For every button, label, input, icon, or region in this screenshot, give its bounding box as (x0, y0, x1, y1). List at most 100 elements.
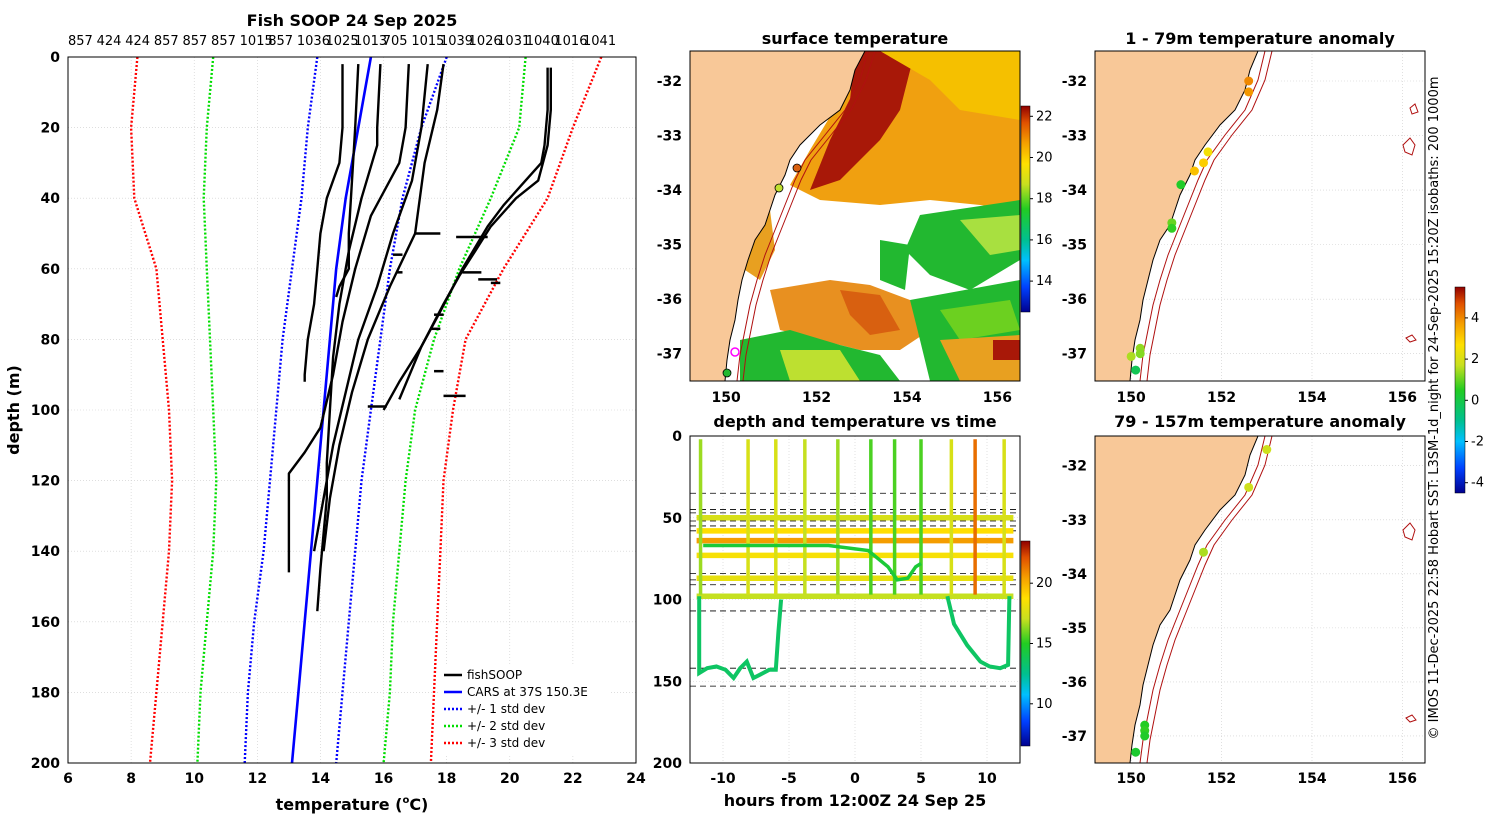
y-tick-label: -35 (1062, 621, 1087, 637)
sst-colorbar-ticks: 14 16 18 20 22 (1030, 109, 1053, 289)
x-tick-label: 16 (374, 771, 393, 787)
cb-tick-label: 16 (1036, 233, 1053, 248)
series-fish5 (312, 63, 429, 552)
top-label: 857 (68, 34, 93, 49)
x-tick-label: 152 (802, 390, 831, 406)
y-tick-label: -37 (1062, 347, 1087, 363)
profiles-y-ticks: 0 20 40 60 80 100 120 140 160 180 200 (31, 50, 60, 772)
cb-tick-label: -2 (1471, 435, 1484, 450)
top-label: 1031 (497, 34, 530, 49)
x-tick-label: 152 (1207, 390, 1236, 406)
anom-top-isobath-1000 (1146, 51, 1273, 381)
x-tick-label: 12 (248, 771, 267, 787)
y-tick-label: -34 (657, 183, 683, 199)
profiles-series (129, 57, 603, 763)
anomaly-point (1126, 351, 1136, 361)
series-fish2 (335, 64, 360, 298)
x-tick-label: 8 (126, 771, 136, 787)
x-tick-label: 156 (1388, 771, 1417, 787)
x-tick-label: 6 (63, 771, 73, 787)
anom-bottom-island (1402, 522, 1416, 541)
credit-text: © IMOS 11-Dec-2025 22:58 Hobart SST: L3S… (1427, 76, 1442, 739)
anomaly-point (1198, 158, 1208, 168)
anomaly-point (1244, 76, 1254, 86)
profiles-title: Fish SOOP 24 Sep 2025 (247, 11, 458, 30)
anom-top-axes-box (1094, 50, 1426, 382)
y-tick-label: -32 (657, 74, 682, 90)
cb-tick-label: 4 (1471, 311, 1479, 326)
anom-bottom-ticks: 150 152 154 156 -32 -33 -34 -35 -36 -37 (1062, 459, 1417, 787)
top-label: 1040 (526, 34, 559, 49)
anom-top-title: 1 - 79m temperature anomaly (1125, 29, 1395, 48)
top-label: 857 (182, 34, 207, 49)
y-tick-label: 20 (41, 121, 61, 137)
y-tick-label: 40 (41, 191, 61, 207)
x-tick-label: 150 (712, 390, 741, 406)
anom-bottom-land (1095, 436, 1259, 763)
cb-tick-label: 18 (1036, 192, 1053, 207)
y-tick-label: 120 (31, 474, 60, 490)
anom-bottom-title: 79 - 157m temperature anomaly (1114, 412, 1406, 431)
y-tick-label: 200 (653, 756, 682, 772)
y-tick-label: -37 (657, 347, 682, 363)
x-tick-label: 156 (1388, 390, 1417, 406)
anomaly-point (1203, 147, 1213, 157)
sst-colorbar (1020, 105, 1031, 313)
anom-top-map (1095, 51, 1425, 381)
x-tick-label: 154 (1297, 771, 1326, 787)
sst-isobath-1000 (742, 51, 876, 381)
anom-top-isobath-200 (1139, 51, 1266, 381)
y-tick-label: 60 (41, 262, 61, 278)
anomaly-point (1167, 223, 1177, 233)
x-tick-label: 154 (892, 390, 921, 406)
anom-bottom-isobath-1000 (1146, 436, 1273, 763)
series-fish7 (382, 67, 549, 411)
cb-tick-label: 22 (1036, 109, 1053, 124)
sst-marker (774, 183, 784, 193)
anom-top-island (1405, 334, 1417, 343)
anomaly-point (1176, 180, 1186, 190)
profiles-xlabel: temperature (oC) (276, 795, 429, 814)
top-label: 1013 (354, 34, 387, 49)
ts-title: depth and temperature vs time (713, 412, 996, 431)
sst-isobath-200 (736, 51, 869, 381)
cb-tick-label: 10 (1036, 697, 1053, 712)
x-tick-label: -5 (781, 771, 797, 787)
top-label: 1016 (554, 34, 587, 49)
legend-std2: +/- 2 std dev (467, 719, 545, 733)
top-label: 857 (268, 34, 293, 49)
cb-tick-label: -4 (1471, 476, 1484, 491)
anomaly-point (1135, 349, 1145, 359)
y-tick-label: 80 (41, 332, 61, 348)
sst-axes-box (689, 50, 1021, 382)
top-label: 1025 (326, 34, 359, 49)
anom-top-island (1409, 103, 1419, 115)
series-std2_left (196, 57, 218, 763)
ts-colorbar (1020, 540, 1031, 747)
anom-bottom-island (1405, 714, 1417, 723)
anomaly-point (1189, 166, 1199, 176)
anomaly-point (1244, 482, 1254, 492)
series-fish6 (322, 63, 445, 552)
x-tick-label: 150 (1117, 390, 1146, 406)
y-tick-label: -34 (1062, 183, 1088, 199)
sst-marker (730, 347, 740, 357)
y-tick-label: -33 (1062, 129, 1087, 145)
y-tick-label: -36 (1062, 292, 1087, 308)
series-std1_left (243, 57, 319, 763)
y-tick-label: 100 (653, 593, 682, 609)
cb-tick-label: 0 (1471, 393, 1479, 408)
top-label: 1036 (297, 34, 330, 49)
cb-tick-label: 15 (1036, 637, 1053, 652)
series-fish3 (316, 64, 382, 612)
x-tick-label: 152 (1207, 771, 1236, 787)
x-tick-label: 10 (184, 771, 204, 787)
anom-top-ticks: 150 152 154 156 -32 -33 -34 -35 -36 -37 (1062, 74, 1417, 406)
sst-title: surface temperature (762, 29, 949, 48)
x-tick-label: 0 (850, 771, 860, 787)
sst-map (690, 51, 1020, 381)
sst-ticks: 150 152 154 156 -32 -33 -34 -35 -36 -37 (657, 74, 1012, 406)
